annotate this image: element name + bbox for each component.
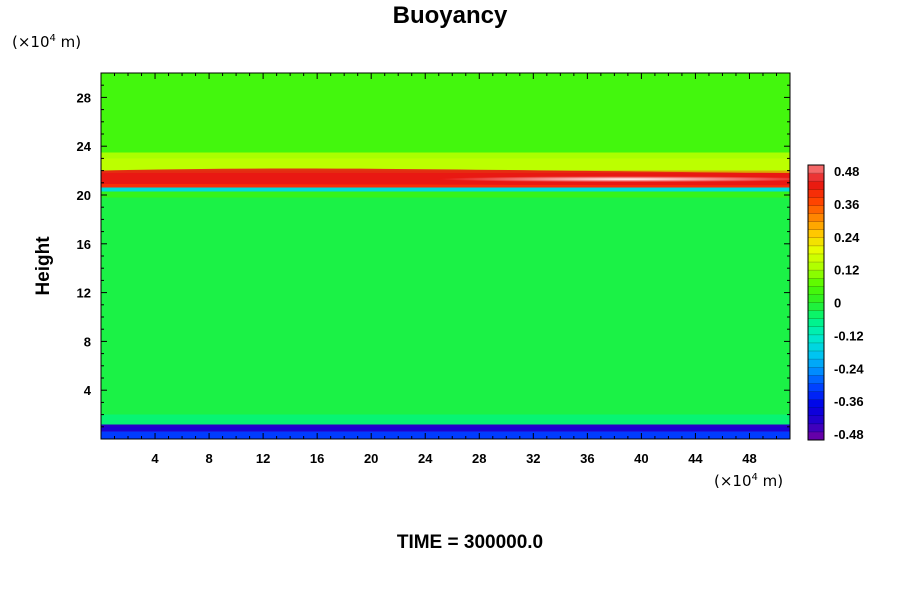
- colorbar-segment: [808, 270, 824, 279]
- colorbar-segment: [808, 278, 824, 287]
- x-tick-label: 44: [688, 451, 703, 466]
- colorbar-segment: [808, 415, 824, 425]
- colorbar-segment: [808, 229, 824, 239]
- x-tick-label: 28: [472, 451, 486, 466]
- colorbar-segment: [808, 221, 824, 231]
- colorbar-segment: [808, 245, 824, 255]
- x-tick-label: 8: [205, 451, 212, 466]
- x-tick-label: 12: [256, 451, 270, 466]
- chart-title: Buoyancy: [392, 2, 508, 29]
- colorbar-segment: [808, 302, 824, 311]
- colorbar-segment: [808, 423, 824, 433]
- x-tick-label: 16: [310, 451, 324, 466]
- colorbar-frame: [807, 164, 825, 441]
- y-tick-label: 28: [77, 90, 91, 105]
- colorbar-segment: [808, 197, 824, 206]
- colorbar-segment: [808, 318, 824, 328]
- colorbar-label: -0.48: [834, 427, 864, 442]
- colorbar-label: 0: [834, 296, 841, 311]
- colorbar-segment: [808, 367, 824, 376]
- colorbar-segment: [808, 189, 824, 198]
- colorbar-segment: [808, 407, 824, 417]
- colorbar: 0.48 0.36 0.24 0.12 0 -0.12 -0.24 -0.36 -0.48: [807, 164, 864, 442]
- colorbar-segment: [808, 375, 824, 384]
- x-tick-label: 24: [418, 451, 433, 466]
- y-tick-label: 12: [77, 286, 91, 301]
- colorbar-label: -0.12: [834, 328, 864, 343]
- colorbar-label: 0.48: [834, 164, 859, 179]
- colorbar-segment: [808, 205, 824, 214]
- colorbar-segment: [808, 383, 824, 392]
- colorbar-segment: [808, 351, 824, 360]
- colorbar-segment: [808, 310, 824, 319]
- x-tick-label: 32: [526, 451, 540, 466]
- y-tick-label: 4: [84, 383, 92, 398]
- y-tick-label: 20: [77, 188, 91, 203]
- x-unit-label: (×104 m): [714, 472, 784, 490]
- colorbar-segment: [808, 391, 824, 400]
- x-tick-label: 4: [151, 451, 159, 466]
- y-tick-label: 16: [77, 237, 91, 252]
- colorbar-segment: [808, 326, 824, 336]
- colorbar-segment: [808, 286, 824, 295]
- colorbar-label: -0.24: [834, 361, 864, 376]
- heatmap-field: [101, 73, 818, 439]
- white-streak: [438, 176, 818, 183]
- x-tick-label: 40: [634, 451, 648, 466]
- y-tick-label: 8: [84, 334, 91, 349]
- colorbar-segment: [808, 294, 824, 303]
- colorbar-segment: [808, 237, 824, 247]
- colorbar-segment: [808, 342, 824, 352]
- colorbar-segment: [808, 431, 824, 441]
- colorbar-segment: [808, 399, 824, 408]
- colorbar-segment: [808, 262, 824, 271]
- colorbar-segment: [808, 173, 824, 182]
- x-tick-label: 48: [742, 451, 756, 466]
- time-label: TIME = 300000.0: [396, 532, 544, 553]
- x-tick-label: 36: [580, 451, 594, 466]
- colorbar-segment: [808, 359, 824, 368]
- colorbar-label: 0.36: [834, 197, 859, 212]
- colorbar-label: 0.24: [834, 230, 860, 245]
- heatmap-background: [101, 73, 790, 439]
- colorbar-label: -0.36: [834, 394, 864, 409]
- colorbar-segment: [808, 334, 824, 344]
- colorbar-segment: [808, 165, 824, 174]
- x-tick-label: 20: [364, 451, 378, 466]
- colorbar-label: 0.12: [834, 263, 859, 278]
- colorbar-segment: [808, 181, 824, 190]
- colorbar-segment: [808, 253, 824, 263]
- colorbar-segment: [808, 213, 824, 222]
- blue-bottom-band: [101, 426, 790, 431]
- y-tick-label: 24: [77, 139, 92, 154]
- cyan-line: [101, 188, 790, 191]
- y-unit-label: (×104 m): [12, 33, 82, 51]
